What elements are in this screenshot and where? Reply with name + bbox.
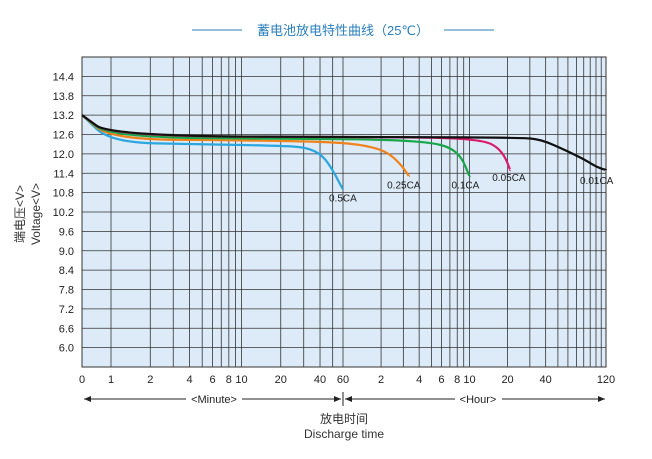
x-tick-label: 2 (378, 374, 384, 386)
horizontal-grid (82, 75, 606, 349)
x-tick-label: 4 (186, 374, 192, 386)
x-tick-label: 6 (438, 374, 444, 386)
hour-range-arrow: <Hour> (345, 394, 605, 406)
y-tick-label: 13.8 (53, 91, 74, 103)
y-tick-label: 14.4 (53, 71, 74, 83)
x-axis-title-en: Discharge time (304, 427, 384, 441)
x-tick-label: 1 (108, 374, 114, 386)
series-label-2: 0.1CA (451, 180, 479, 191)
y-tick-label: 6.0 (59, 343, 74, 355)
x-tick-label: 6 (209, 374, 215, 386)
x-tick-label: 40 (540, 374, 552, 386)
x-axis-title-cn: 放电时间 (320, 411, 368, 426)
y-tick-label: 9.0 (59, 246, 74, 258)
x-tick-label: 20 (501, 374, 513, 386)
y-tick-label: 12.0 (53, 149, 74, 161)
minute-range-label: <Minute> (191, 394, 237, 406)
x-tick-label: 4 (416, 374, 422, 386)
series-label-0: 0.5CA (329, 193, 357, 204)
y-tick-label: 10.8 (53, 188, 74, 200)
chart-title: 蓄电池放电特性曲线（25℃） (257, 23, 429, 38)
x-tick-label: 10 (463, 374, 475, 386)
x-tick-label: 60 (337, 374, 349, 386)
x-tick-label: 0 (79, 374, 85, 386)
y-tick-label: 13.2 (53, 110, 74, 122)
series-line-4 (81, 114, 607, 172)
x-tick-label: 120 (597, 374, 615, 386)
series-labels: 0.5CA 0.25CA 0.1CA 0.05CA 0.01CA (329, 173, 614, 204)
minute-range-arrow: <Minute> (84, 392, 344, 406)
x-tick-label: 20 (275, 374, 287, 386)
x-tick-label: 8 (454, 374, 460, 386)
x-tick-labels: 0 1 2 4 6 8 10 20 40 60 2 4 6 8 10 20 40 120 (79, 374, 615, 386)
x-tick-label: 2 (147, 374, 153, 386)
hour-range-label: <Hour> (460, 394, 497, 406)
x-tick-label: 40 (314, 374, 326, 386)
x-tick-label: 10 (235, 374, 247, 386)
series-curves (81, 114, 607, 191)
x-tick-label: 8 (226, 374, 232, 386)
y-tick-label: 7.2 (59, 304, 74, 316)
y-tick-label: 10.2 (53, 207, 74, 219)
series-line-1 (81, 114, 411, 178)
series-label-3: 0.05CA (492, 173, 526, 184)
series-label-1: 0.25CA (387, 180, 421, 191)
y-axis-title-cn: 端电压<V> (13, 185, 27, 243)
y-tick-label: 11.4 (53, 168, 74, 180)
y-tick-labels: 14.4 13.8 13.2 12.6 12.0 11.4 10.8 10.2 9.6 9.0 8.… (53, 71, 74, 354)
y-axis-title-en: Voltage<V> (29, 183, 43, 245)
y-tick-label: 6.6 (59, 323, 74, 335)
y-tick-label: 12.6 (53, 130, 74, 142)
y-tick-label: 7.8 (59, 285, 74, 297)
y-tick-label: 9.6 (59, 226, 74, 238)
series-line-2 (81, 114, 471, 178)
series-label-4: 0.01CA (580, 176, 614, 187)
series-line-0 (81, 114, 345, 191)
y-tick-label: 8.4 (59, 265, 74, 277)
